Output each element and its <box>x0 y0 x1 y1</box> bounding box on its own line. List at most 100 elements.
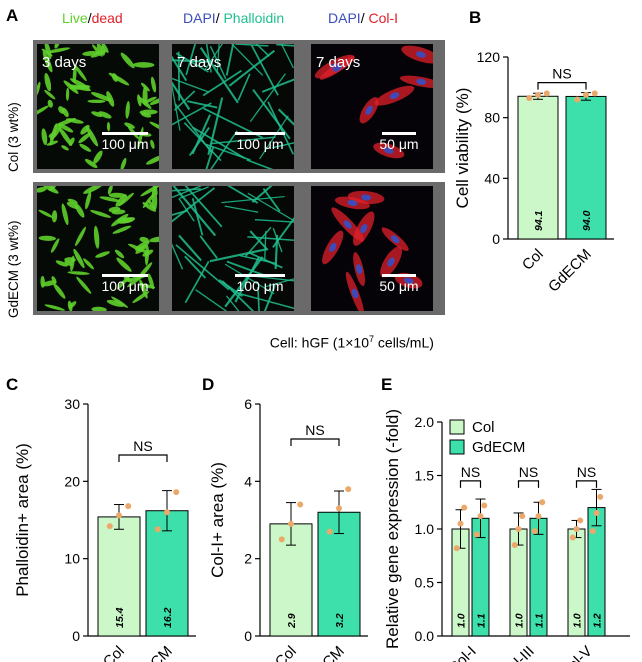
data-point <box>336 505 342 512</box>
data-point <box>577 517 584 524</box>
actin-fiber <box>262 188 281 212</box>
significance-label: NS <box>519 464 538 480</box>
data-point <box>511 542 518 549</box>
y-axis-label: Phalloidin+ area (%) <box>13 443 32 597</box>
significance-bracket <box>290 438 340 446</box>
actin-fiber <box>174 103 213 154</box>
header-coli: Col-I <box>368 10 399 26</box>
live-cell <box>78 132 92 144</box>
header-dapi-coli: DAPI/ Col-I <box>328 10 398 26</box>
data-point <box>515 526 522 532</box>
nucleus <box>365 105 373 115</box>
actin-fiber <box>199 235 218 259</box>
live-cell <box>67 300 73 311</box>
actin-fiber <box>172 186 203 199</box>
live-cell <box>47 99 53 108</box>
header-dapi-2: DAPI <box>328 10 361 26</box>
actin-fiber <box>191 114 211 155</box>
actin-fiber <box>216 44 220 74</box>
data-point <box>519 513 526 520</box>
live-cell <box>132 291 150 304</box>
live-cell <box>51 210 58 223</box>
nucleus <box>416 78 427 85</box>
live-cell <box>137 94 142 107</box>
actin-fiber <box>252 89 291 140</box>
live-cell <box>112 225 132 234</box>
live-cell <box>37 81 41 97</box>
nucleus <box>403 277 414 284</box>
live-cell <box>40 186 59 194</box>
scale-bar: 100 μm <box>230 274 290 294</box>
live-cell <box>70 255 75 272</box>
live-cell <box>61 145 69 151</box>
x-tick-label: GdECM <box>545 246 595 296</box>
actin-fiber <box>277 108 294 126</box>
data-point <box>457 520 464 527</box>
scale-bar: 50 μm <box>373 274 425 294</box>
live-cell <box>82 50 100 56</box>
bar-value-label: 3.2 <box>334 613 346 628</box>
live-cell <box>84 158 98 168</box>
live-cell <box>106 121 111 132</box>
panel-letter-a: A <box>6 6 19 25</box>
actin-fiber <box>251 186 273 204</box>
header-live: Live <box>62 10 88 26</box>
actin-fiber <box>172 186 217 237</box>
panel-letter-c: C <box>6 375 19 394</box>
live-cell <box>75 203 85 218</box>
live-cell <box>67 198 78 205</box>
bar-value-label: 1.1 <box>534 613 546 628</box>
live-cell <box>58 123 74 133</box>
data-point <box>288 520 294 527</box>
live-cell <box>40 275 45 288</box>
actin-fiber <box>209 45 227 80</box>
data-point <box>535 513 542 520</box>
y-tick-label: 0 <box>244 628 252 644</box>
actin-fiber <box>224 256 264 308</box>
x-tick-label: Col-V <box>557 643 596 662</box>
header-dapi-1: DAPI <box>183 10 216 26</box>
significance-bracket <box>537 82 587 90</box>
actin-fiber <box>172 102 212 126</box>
actin-fiber <box>172 55 188 82</box>
y-tick-label: 0 <box>72 628 80 644</box>
live-cell <box>44 304 66 311</box>
nucleus <box>332 64 342 72</box>
actin-fiber <box>184 260 210 304</box>
x-tick-label: GdECM <box>126 643 176 662</box>
time-label: 7 days <box>316 54 361 71</box>
y-tick-label: 2 <box>244 551 252 567</box>
nucleus <box>347 199 358 207</box>
nucleus <box>355 264 363 275</box>
data-point <box>173 489 180 496</box>
header-sep-3: / <box>360 10 369 26</box>
live-cell <box>54 44 60 49</box>
panel-letter-e: E <box>381 375 393 394</box>
significance-label: NS <box>577 464 596 480</box>
live-cell <box>140 112 152 118</box>
significance-label: NS <box>305 422 324 438</box>
live-cell <box>124 122 135 129</box>
live-cell <box>93 225 100 249</box>
live-cell <box>83 186 104 194</box>
micrograph-gdecm-livedead: 100 μm <box>37 186 159 311</box>
actin-fiber <box>280 44 294 69</box>
actin-fiber <box>247 236 294 241</box>
actin-fiber <box>199 47 239 104</box>
actin-fiber <box>207 97 224 156</box>
scale-bar: 50 μm <box>373 132 425 152</box>
live-cell <box>41 128 48 146</box>
live-cell <box>142 96 157 104</box>
significance-label: NS <box>552 66 571 82</box>
live-cell <box>151 186 158 196</box>
bar-value-label: 1.2 <box>592 613 604 628</box>
live-cell <box>86 126 99 147</box>
live-cell <box>65 118 84 124</box>
actin-fiber <box>250 44 279 96</box>
header-sep-1: / <box>87 10 92 26</box>
row-label-gdecm: GdECM (3 wt%) <box>6 220 21 318</box>
live-cell <box>51 276 57 284</box>
live-cell <box>46 47 71 54</box>
data-point <box>453 545 460 552</box>
bar-value-label: 94.1 <box>533 210 545 231</box>
